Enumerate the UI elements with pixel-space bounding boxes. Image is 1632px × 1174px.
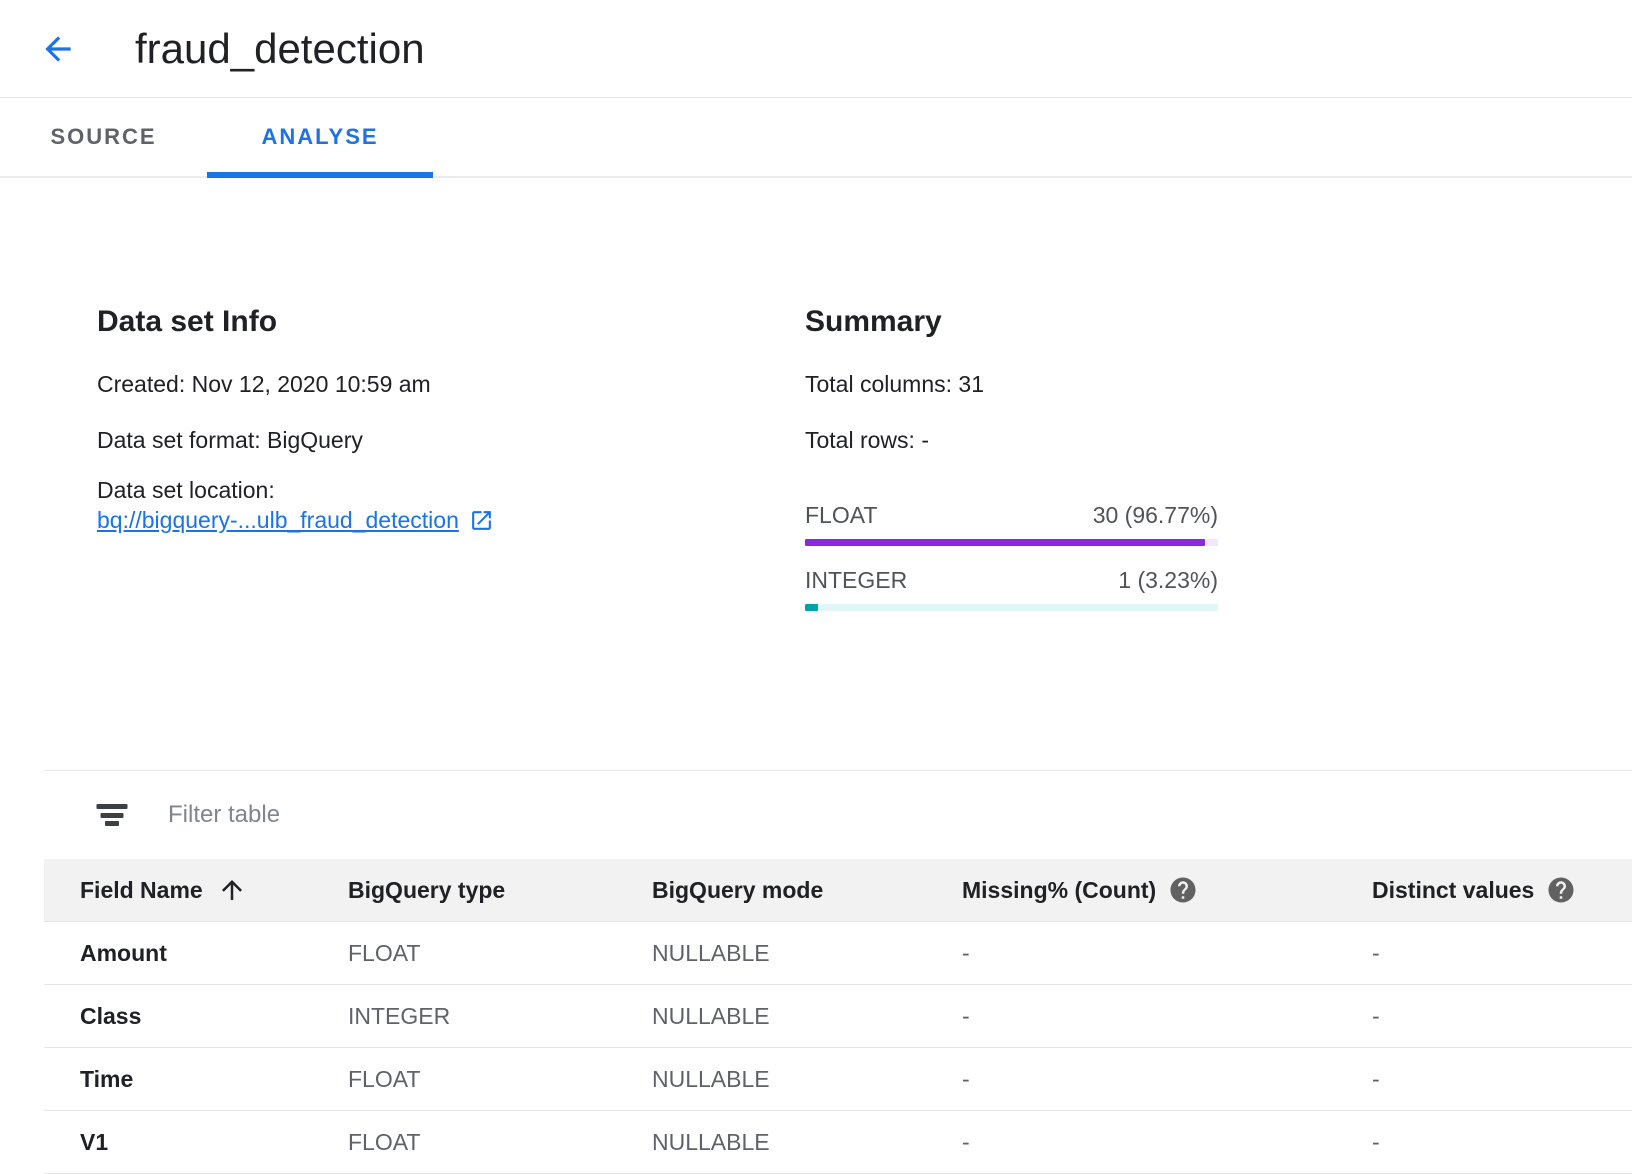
schema-table: Field Name BigQuery type BigQuery mode M…: [44, 859, 1632, 1174]
type-stat-integer-bar-track: [805, 604, 1218, 611]
dataset-created: Created: Nov 12, 2020 10:59 am: [97, 371, 431, 397]
column-header-bigquery-mode: BigQuery mode: [650, 877, 950, 904]
field-name-cell: Time: [80, 1065, 134, 1092]
tab-source[interactable]: SOURCE: [0, 98, 207, 176]
column-header-bigquery-type: BigQuery type: [334, 877, 650, 904]
dataset-location-link[interactable]: bq://bigquery-...ulb_fraud_detection: [97, 507, 459, 533]
type-stat-integer: INTEGER 1 (3.23%): [805, 567, 1218, 611]
missing-cell: -: [962, 939, 970, 966]
missing-cell: -: [962, 1002, 970, 1029]
bigquery-type-cell: INTEGER: [348, 1002, 451, 1029]
column-header-bigquery-mode-label: BigQuery mode: [652, 876, 824, 903]
distinct-cell: -: [1372, 1065, 1380, 1092]
bigquery-mode-cell: NULLABLE: [652, 1065, 770, 1092]
bigquery-type-cell: FLOAT: [348, 1128, 421, 1155]
column-header-missing: Missing% (Count): [950, 875, 1360, 905]
dataset-format: Data set format: BigQuery: [97, 427, 363, 453]
field-name-cell: V1: [80, 1128, 109, 1155]
table-row: Class INTEGER NULLABLE - -: [44, 985, 1632, 1048]
column-header-distinct: Distinct values: [1360, 875, 1632, 905]
distinct-cell: -: [1372, 939, 1380, 966]
info-area: Data set Info Created: Nov 12, 2020 10:5…: [0, 178, 1632, 770]
tab-analyse-label: ANALYSE: [261, 124, 379, 149]
distinct-cell: -: [1372, 1002, 1380, 1029]
tab-analyse[interactable]: ANALYSE: [207, 98, 433, 178]
dataset-info-panel: Data set Info Created: Nov 12, 2020 10:5…: [97, 305, 617, 534]
column-header-distinct-label: Distinct values: [1372, 876, 1535, 903]
tab-source-label: SOURCE: [50, 124, 157, 149]
type-stat-float-bar-track: [805, 539, 1218, 546]
column-header-missing-label: Missing% (Count): [962, 876, 1157, 903]
type-stat-float: FLOAT 30 (96.77%): [805, 502, 1218, 546]
arrow-back-icon: [39, 30, 77, 68]
missing-cell: -: [962, 1065, 970, 1092]
open-in-new-icon[interactable]: [469, 508, 494, 533]
dataset-location-label: Data set location:: [97, 477, 275, 503]
bigquery-type-cell: FLOAT: [348, 939, 421, 966]
filter-row: Filter table: [44, 770, 1632, 859]
type-stat-integer-value: 1 (3.23%): [1118, 567, 1218, 593]
type-stat-float-bar-fill: [805, 539, 1205, 546]
summary-panel: Summary Total columns: 31 Total rows: - …: [805, 305, 1218, 611]
field-name-cell: Class: [80, 1002, 142, 1029]
type-stat-float-label: FLOAT: [805, 502, 878, 528]
page-title: fraud_detection: [135, 24, 425, 72]
bigquery-type-cell: FLOAT: [348, 1065, 421, 1092]
distinct-help-icon[interactable]: [1546, 875, 1576, 905]
app-header: fraud_detection: [0, 0, 1632, 98]
summary-total-rows: Total rows: -: [805, 427, 929, 453]
table-row: Amount FLOAT NULLABLE - -: [44, 922, 1632, 985]
sort-arrow-upward-icon[interactable]: [217, 875, 247, 905]
bigquery-mode-cell: NULLABLE: [652, 939, 770, 966]
filter-table-input[interactable]: Filter table: [168, 801, 281, 828]
column-header-field-name-label: Field Name: [80, 876, 203, 903]
back-button[interactable]: [38, 29, 78, 69]
column-header-field-name[interactable]: Field Name: [44, 875, 334, 905]
distinct-cell: -: [1372, 1128, 1380, 1155]
type-stats: FLOAT 30 (96.77%) INTEGER 1 (3.23%): [805, 502, 1218, 611]
missing-cell: -: [962, 1128, 970, 1155]
dataset-info-heading: Data set Info: [97, 305, 278, 338]
summary-total-columns: Total columns: 31: [805, 371, 984, 397]
column-header-bigquery-type-label: BigQuery type: [348, 876, 506, 903]
table-row: V1 FLOAT NULLABLE - -: [44, 1111, 1632, 1174]
bigquery-mode-cell: NULLABLE: [652, 1002, 770, 1029]
dataset-location-row: bq://bigquery-...ulb_fraud_detection: [97, 507, 617, 534]
filter-list-icon[interactable]: [95, 804, 129, 826]
type-stat-integer-bar-fill: [805, 604, 819, 611]
tab-bar: SOURCE ANALYSE: [0, 98, 1632, 178]
type-stat-float-value: 30 (96.77%): [1092, 502, 1218, 528]
bigquery-mode-cell: NULLABLE: [652, 1128, 770, 1155]
table-row: Time FLOAT NULLABLE - -: [44, 1048, 1632, 1111]
type-stat-integer-label: INTEGER: [805, 567, 908, 593]
missing-help-icon[interactable]: [1168, 875, 1198, 905]
summary-heading: Summary: [805, 305, 942, 338]
table-header-row: Field Name BigQuery type BigQuery mode M…: [44, 859, 1632, 922]
field-name-cell: Amount: [80, 939, 167, 966]
